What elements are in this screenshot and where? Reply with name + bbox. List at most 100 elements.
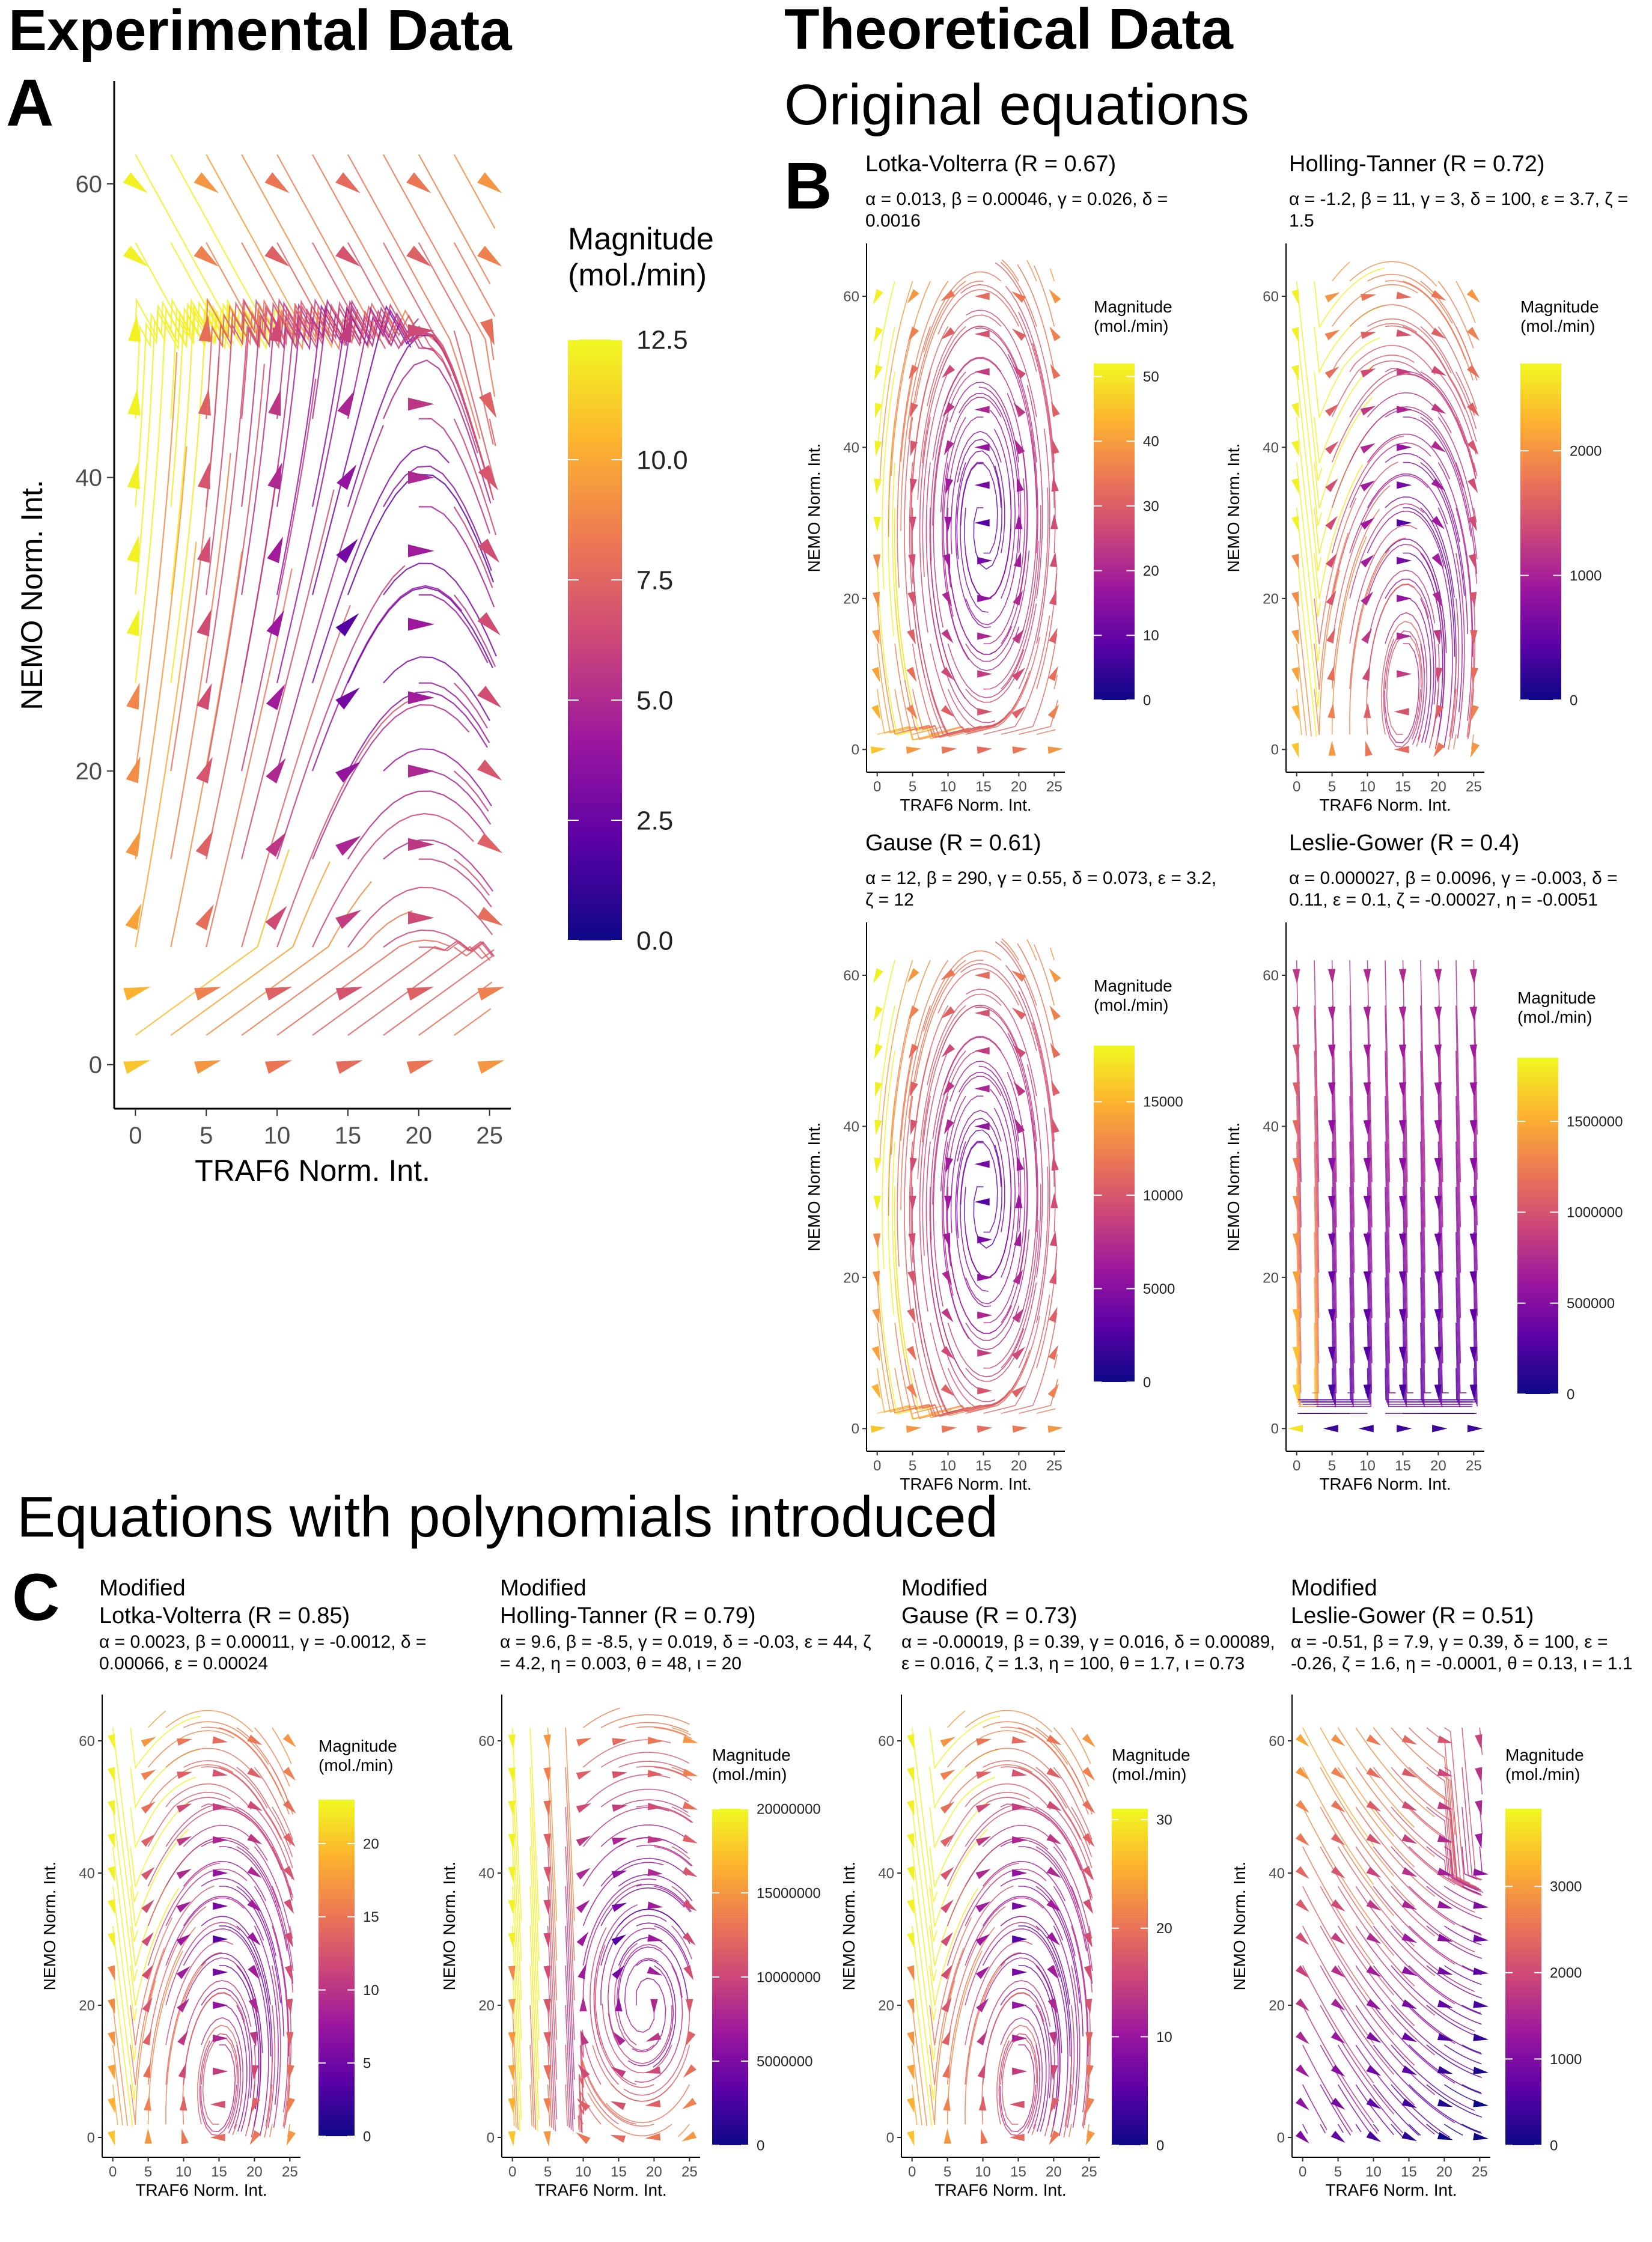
ga-arrowhead [1049, 1005, 1061, 1020]
ga-arrowhead [943, 1119, 954, 1135]
lv-streamline [882, 371, 895, 590]
ht-streamline [1403, 552, 1443, 717]
lg-arrowhead [1363, 1119, 1371, 1136]
mga-arrowhead [1011, 1736, 1028, 1744]
ht-arrowhead [1325, 516, 1338, 530]
mht-streamline [636, 1805, 693, 1823]
mga-arrowhead [1083, 1932, 1093, 1948]
mga-arrowhead [907, 1767, 915, 1783]
lv-streamline [900, 281, 949, 462]
lg-streamline [1297, 1368, 1369, 1401]
mht-streamline [547, 2005, 554, 2130]
mht-streamline [636, 1726, 687, 1737]
mlg-arrowhead [1295, 1998, 1309, 2011]
lv-colorbar-label: 30 [1143, 498, 1159, 514]
exp-streamline [418, 330, 492, 489]
exp-arrowhead [128, 315, 141, 342]
ht-x-tick-label: 25 [1466, 779, 1482, 795]
mht-arrowhead [647, 1737, 663, 1744]
lv-arrowhead [1050, 514, 1058, 529]
mlg-streamline [1302, 1846, 1374, 1964]
ga-streamline [894, 1323, 960, 1418]
exp-arrowhead [406, 245, 431, 267]
mga-arrowhead [940, 1801, 955, 1814]
mlv-arrowhead [282, 1800, 296, 1814]
mlg-streamline [1320, 2044, 1378, 2134]
theoretical-header: Theoretical Data [784, 0, 1233, 61]
ht-streamline [1434, 734, 1439, 749]
lv-arrowhead [906, 746, 922, 754]
lv-arrowhead [940, 327, 956, 340]
ga-arrowhead [1052, 1117, 1059, 1133]
lg-arrowhead [1327, 1347, 1336, 1362]
mlv-title: Modified Lotka-Volterra (R = 0.85) [99, 1574, 484, 1630]
ga-legend-title: Magnitude [1094, 976, 1172, 995]
ht-x-tick-label: 5 [1328, 779, 1336, 795]
mlg-streamline [1320, 1806, 1395, 1917]
mga-streamline [982, 1797, 1068, 1841]
ga-streamline [930, 1050, 966, 1240]
mlv-colorbar [319, 1800, 355, 2136]
mht-streamline [547, 1846, 558, 2040]
ht-arrowhead [1467, 440, 1479, 455]
mga-arrowhead [942, 2030, 951, 2046]
lv-colorbar [1094, 364, 1135, 700]
mht-streamline [671, 1727, 691, 1735]
lv-arrowhead [872, 591, 880, 608]
lg-streamline [1437, 1186, 1449, 1394]
lv-streamline [943, 358, 1020, 418]
mht-title-line1: Modified [500, 1576, 587, 1601]
ht-streamline [1437, 462, 1474, 657]
mlv-streamline [254, 1767, 293, 1840]
mlg-streamline [1462, 1886, 1481, 1895]
mga-arrowhead [1082, 1734, 1096, 1747]
mlg-streamline [1426, 1965, 1483, 1999]
exp-arrowhead [335, 613, 359, 636]
mlg-arrowhead [1295, 2130, 1309, 2143]
mlv-arrowhead [283, 1833, 296, 1847]
mlg-streamline [1355, 1846, 1435, 1937]
ga-arrowhead [871, 1383, 881, 1400]
lv-streamline [900, 326, 931, 531]
lg-arrowhead [1469, 1233, 1477, 1249]
lv-arrowhead [944, 516, 952, 532]
mlg-streamline [1443, 1806, 1482, 1891]
ht-streamline [1448, 689, 1457, 750]
mht-arrowhead [543, 2131, 551, 2146]
lg-streamline [1455, 1005, 1462, 1228]
mht-arrowhead [645, 2100, 661, 2107]
mlg-arrowhead [1295, 1833, 1309, 1846]
mlg-streamline [1337, 1925, 1415, 2026]
mlg-arrowhead [1295, 2097, 1309, 2110]
ga-arrowhead [974, 1198, 990, 1206]
mlg-y-tick-label: 0 [1277, 2130, 1285, 2146]
mlg-arrowhead [1330, 1932, 1346, 1945]
mga-streamline [946, 1792, 1030, 1847]
lg-streamline [1437, 960, 1443, 1183]
mlv-arrowhead [108, 2097, 115, 2113]
exp-streamline [418, 682, 490, 743]
exp-streamline [206, 465, 279, 859]
lv-streamline [1001, 633, 1058, 735]
exp-streamline [241, 242, 359, 351]
lv-streamline [947, 644, 1025, 698]
exp-colorbar-label: 2.5 [636, 806, 673, 835]
ht-streamline [1367, 360, 1452, 410]
mlv-arrowhead [108, 1800, 115, 1816]
mlg-arrowhead [1366, 1833, 1382, 1845]
lv-streamline [966, 309, 1037, 418]
mlv-streamline [112, 1806, 138, 1982]
ga-arrowhead [977, 1387, 993, 1395]
lv-arrowhead [1051, 476, 1059, 492]
mlg-title-line1: Modified [1291, 1576, 1377, 1601]
mlg-arrowhead [1437, 2099, 1453, 2107]
ht-streamline [1296, 644, 1307, 736]
mga-streamline [965, 1897, 1044, 1966]
lv-arrowhead [942, 591, 952, 607]
mlv-arrowhead [176, 1803, 192, 1813]
lg-streamline [1314, 1005, 1320, 1228]
exp-streamline [135, 541, 197, 948]
mlv-streamline [201, 2017, 244, 2129]
lv-streamline [946, 416, 984, 588]
mht-streamline [529, 2005, 537, 2130]
